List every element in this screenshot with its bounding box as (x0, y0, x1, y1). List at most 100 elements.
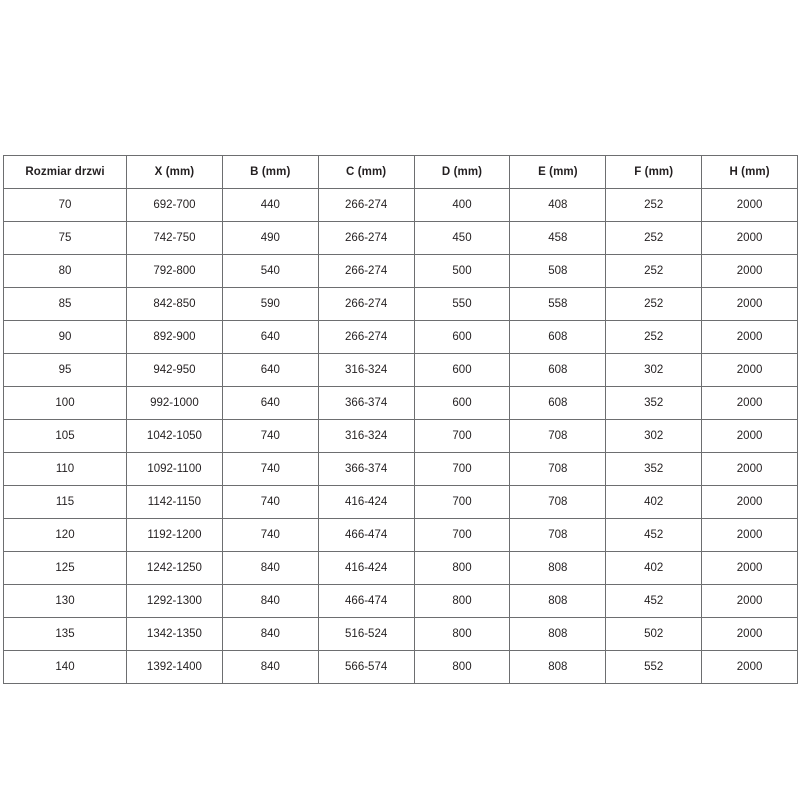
table-row: 115 1142-1150 740 416-424 700 708 402 20… (3, 485, 799, 519)
cell-e: 808 (509, 584, 607, 618)
cell-e: 808 (509, 617, 607, 651)
cell-d: 700 (413, 518, 511, 552)
cell-f: 302 (605, 353, 703, 387)
cell-x: 1392-1400 (126, 650, 223, 684)
column-header-b: B (mm) (221, 155, 319, 189)
cell-h: 2000 (701, 617, 799, 651)
table-row: 75 742-750 490 266-274 450 458 252 2000 (3, 221, 799, 255)
column-header-f: F (mm) (605, 155, 703, 189)
cell-c: 566-574 (317, 650, 415, 684)
cell-c: 266-274 (317, 254, 415, 288)
cell-c: 266-274 (317, 221, 415, 255)
table-row: 140 1392-1400 840 566-574 800 808 552 20… (3, 650, 799, 684)
cell-c: 366-374 (317, 386, 415, 420)
cell-f: 452 (605, 584, 703, 618)
cell-d: 800 (413, 584, 511, 618)
cell-x: 1342-1350 (126, 617, 223, 651)
cell-rozmiar-drzwi: 75 (3, 221, 127, 255)
cell-h: 2000 (701, 650, 799, 684)
cell-b: 840 (221, 650, 319, 684)
table-row: 135 1342-1350 840 516-524 800 808 502 20… (3, 617, 799, 651)
column-header-rozmiar-drzwi: Rozmiar drzwi (3, 155, 127, 189)
cell-rozmiar-drzwi: 70 (3, 188, 127, 222)
cell-f: 252 (605, 287, 703, 321)
cell-rozmiar-drzwi: 80 (3, 254, 127, 288)
cell-e: 708 (509, 518, 607, 552)
cell-d: 500 (413, 254, 511, 288)
table-row: 70 692-700 440 266-274 400 408 252 2000 (3, 188, 799, 222)
cell-h: 2000 (701, 386, 799, 420)
cell-d: 550 (413, 287, 511, 321)
cell-b: 840 (221, 551, 319, 585)
cell-x: 1292-1300 (126, 584, 223, 618)
cell-rozmiar-drzwi: 90 (3, 320, 127, 354)
cell-h: 2000 (701, 518, 799, 552)
table-row: 120 1192-1200 740 466-474 700 708 452 20… (3, 518, 799, 552)
cell-f: 302 (605, 419, 703, 453)
cell-h: 2000 (701, 188, 799, 222)
cell-e: 608 (509, 320, 607, 354)
cell-rozmiar-drzwi: 135 (3, 617, 127, 651)
cell-d: 700 (413, 419, 511, 453)
cell-rozmiar-drzwi: 85 (3, 287, 127, 321)
table-row: 80 792-800 540 266-274 500 508 252 2000 (3, 254, 799, 288)
cell-d: 800 (413, 650, 511, 684)
cell-d: 600 (413, 386, 511, 420)
cell-b: 640 (221, 353, 319, 387)
cell-h: 2000 (701, 485, 799, 519)
cell-e: 808 (509, 650, 607, 684)
cell-x: 1092-1100 (126, 452, 223, 486)
cell-rozmiar-drzwi: 105 (3, 419, 127, 453)
cell-c: 266-274 (317, 287, 415, 321)
cell-x: 842-850 (126, 287, 223, 321)
cell-rozmiar-drzwi: 115 (3, 485, 127, 519)
cell-f: 352 (605, 452, 703, 486)
cell-b: 840 (221, 617, 319, 651)
cell-c: 266-274 (317, 320, 415, 354)
cell-f: 402 (605, 485, 703, 519)
spec-table: Rozmiar drzwi X (mm) B (mm) C (mm) D (mm… (3, 155, 799, 684)
cell-c: 266-274 (317, 188, 415, 222)
table-row: 110 1092-1100 740 366-374 700 708 352 20… (3, 452, 799, 486)
cell-b: 740 (221, 485, 319, 519)
cell-e: 708 (509, 419, 607, 453)
cell-c: 366-374 (317, 452, 415, 486)
table-row: 100 992-1000 640 366-374 600 608 352 200… (3, 386, 799, 420)
cell-x: 892-900 (126, 320, 223, 354)
cell-rozmiar-drzwi: 100 (3, 386, 127, 420)
column-header-x: X (mm) (126, 155, 223, 189)
cell-x: 992-1000 (126, 386, 223, 420)
cell-f: 452 (605, 518, 703, 552)
table-row: 125 1242-1250 840 416-424 800 808 402 20… (3, 551, 799, 585)
cell-c: 416-424 (317, 551, 415, 585)
column-header-h: H (mm) (701, 155, 799, 189)
cell-c: 466-474 (317, 584, 415, 618)
table-row: 85 842-850 590 266-274 550 558 252 2000 (3, 287, 799, 321)
cell-b: 540 (221, 254, 319, 288)
spec-table-container: Rozmiar drzwi X (mm) B (mm) C (mm) D (mm… (3, 155, 799, 684)
cell-f: 252 (605, 254, 703, 288)
cell-e: 558 (509, 287, 607, 321)
cell-b: 740 (221, 518, 319, 552)
cell-b: 640 (221, 386, 319, 420)
cell-d: 600 (413, 320, 511, 354)
cell-b: 490 (221, 221, 319, 255)
cell-h: 2000 (701, 254, 799, 288)
cell-rozmiar-drzwi: 125 (3, 551, 127, 585)
cell-b: 640 (221, 320, 319, 354)
cell-d: 450 (413, 221, 511, 255)
cell-x: 742-750 (126, 221, 223, 255)
table-row: 95 942-950 640 316-324 600 608 302 2000 (3, 353, 799, 387)
cell-f: 352 (605, 386, 703, 420)
cell-h: 2000 (701, 452, 799, 486)
cell-h: 2000 (701, 221, 799, 255)
cell-b: 440 (221, 188, 319, 222)
cell-e: 708 (509, 485, 607, 519)
cell-h: 2000 (701, 551, 799, 585)
cell-d: 800 (413, 617, 511, 651)
cell-rozmiar-drzwi: 130 (3, 584, 127, 618)
column-header-c: C (mm) (317, 155, 415, 189)
cell-e: 608 (509, 353, 607, 387)
table-row: 105 1042-1050 740 316-324 700 708 302 20… (3, 419, 799, 453)
cell-rozmiar-drzwi: 95 (3, 353, 127, 387)
